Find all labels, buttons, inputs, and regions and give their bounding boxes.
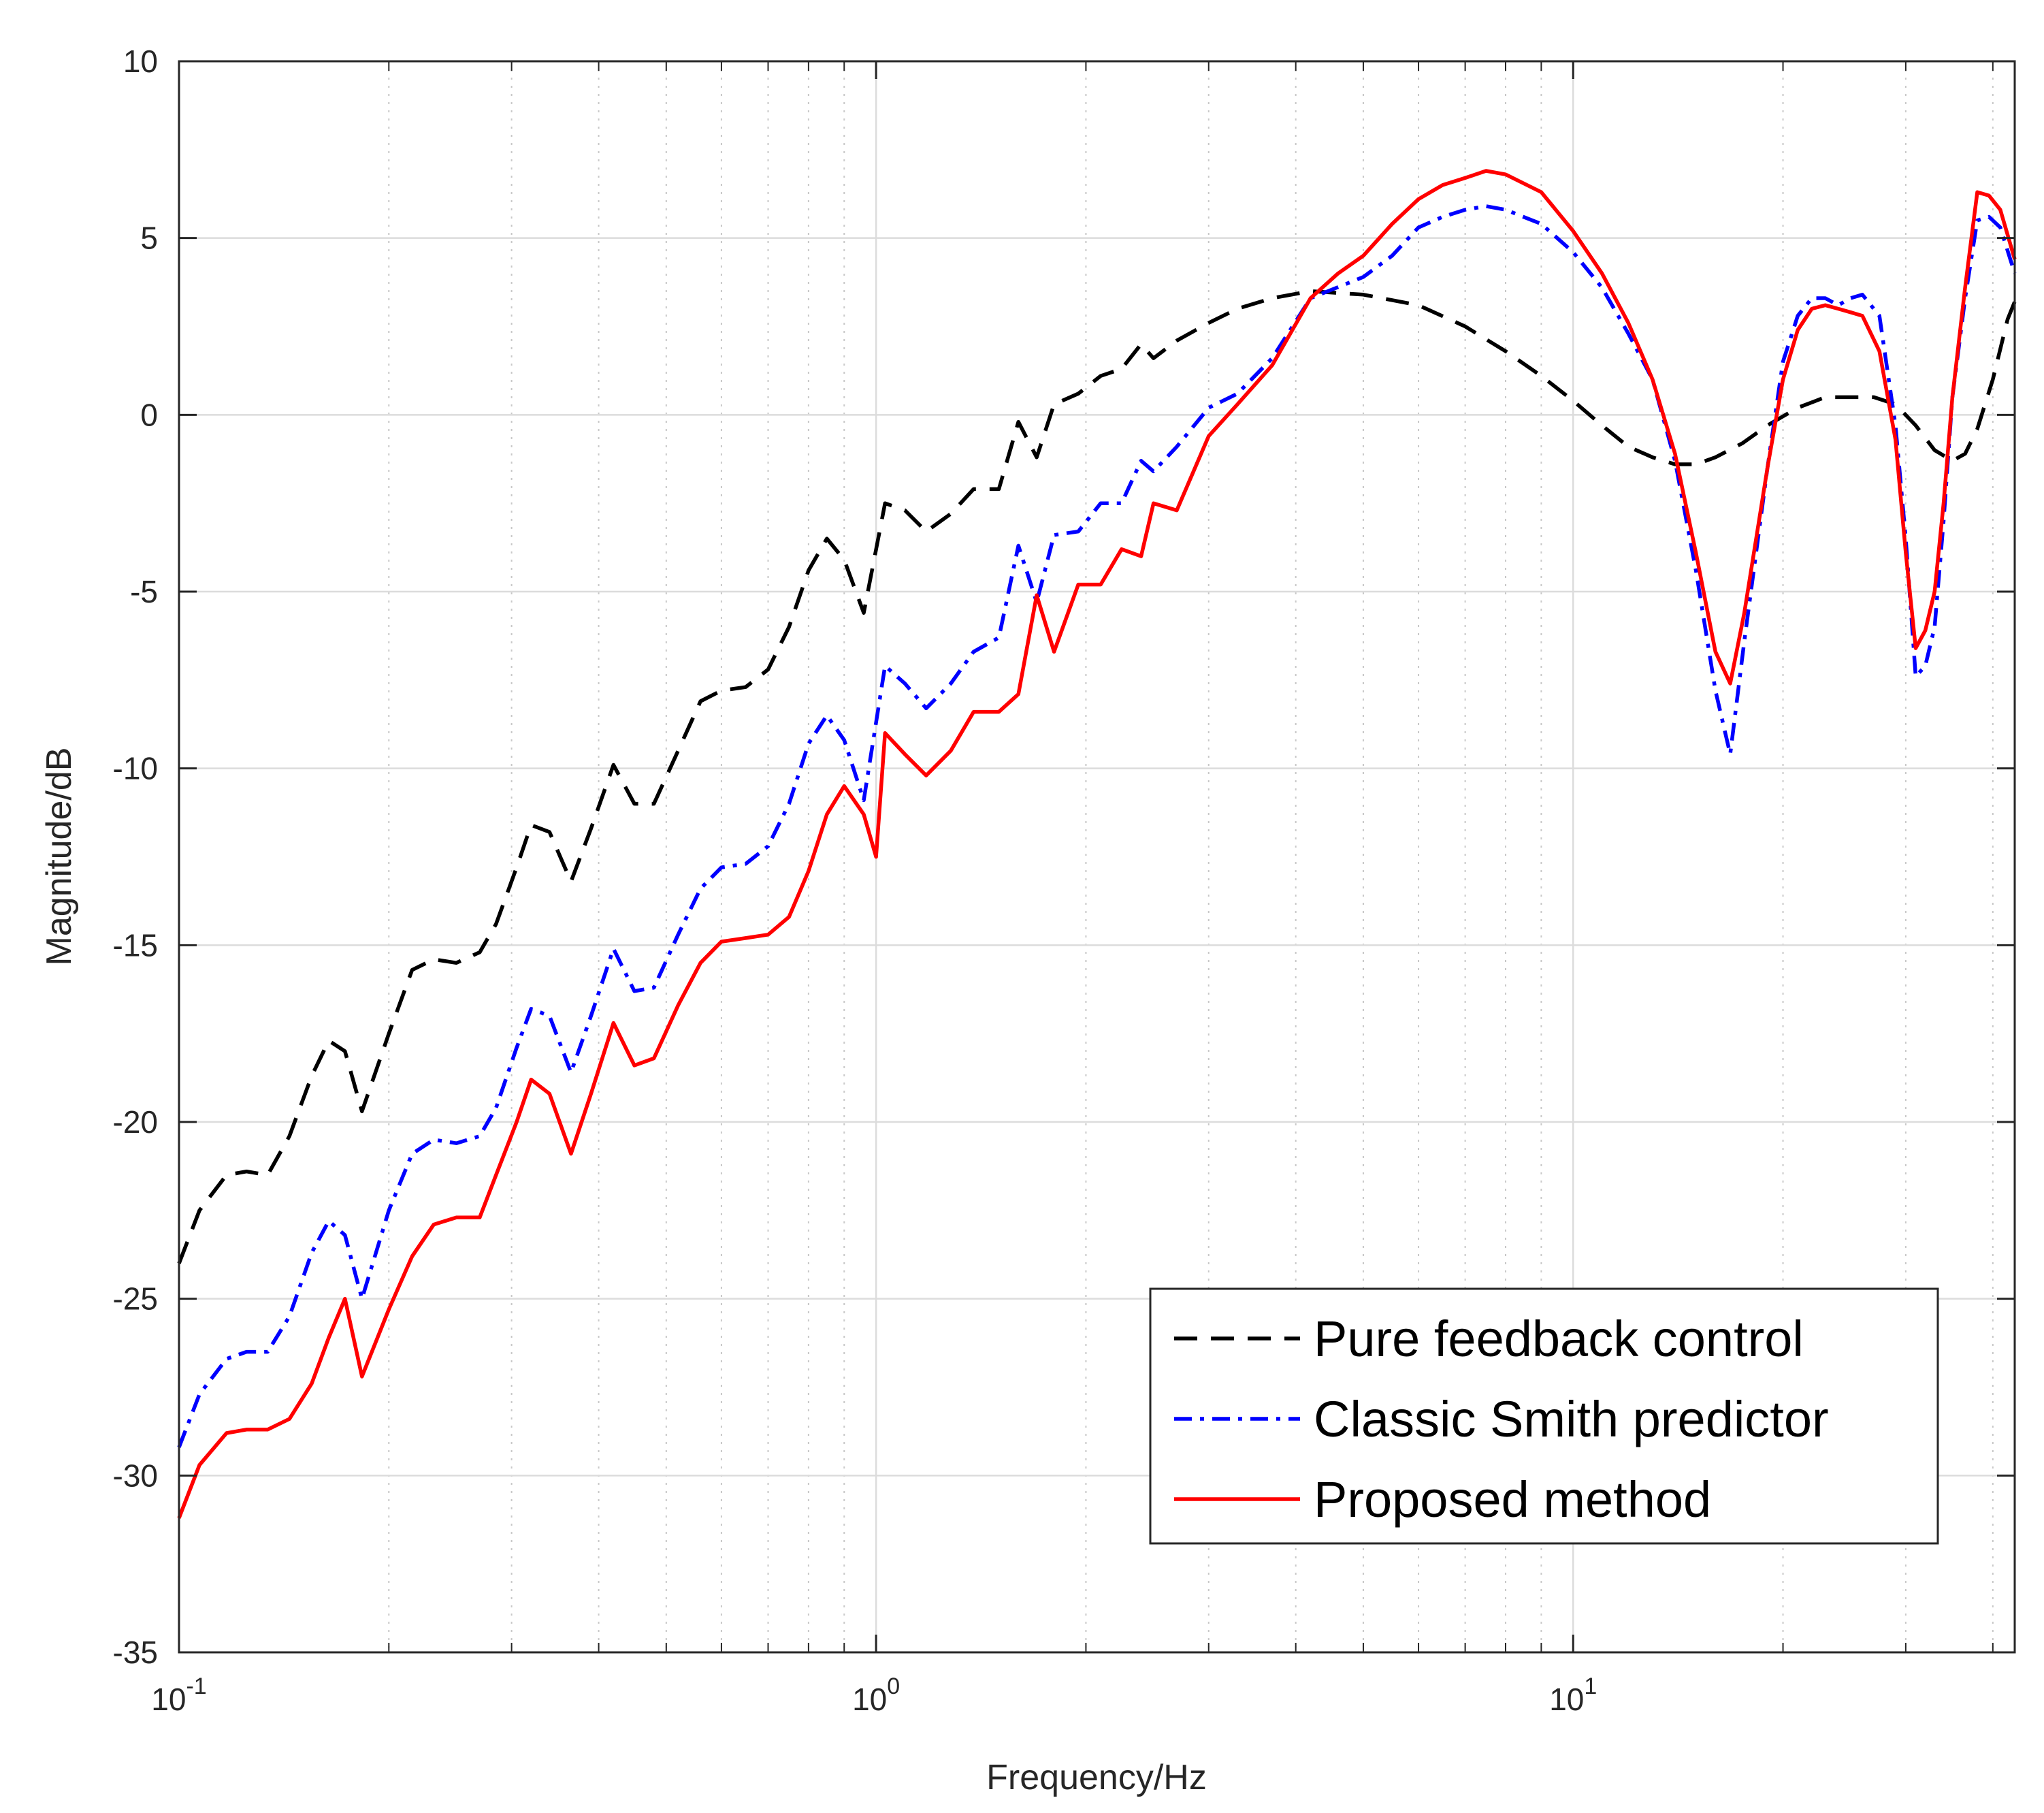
y-tick-label: 0 <box>140 397 158 432</box>
axis-ticks <box>178 60 2015 1654</box>
y-axis-title: Magnitude/dB <box>39 748 79 966</box>
y-tick-label: -30 <box>113 1458 158 1493</box>
y-tick-label: 10 <box>123 44 158 79</box>
legend: Pure feedback control Classic Smith predi… <box>1149 1287 1939 1545</box>
x-tick-label: 100 <box>852 1673 900 1717</box>
legend-label-3: Proposed method <box>1314 1471 1711 1528</box>
series-lines <box>177 169 2017 1519</box>
legend-label-1: Pure feedback control <box>1314 1311 1804 1367</box>
y-tick-label: -20 <box>113 1104 158 1140</box>
x-tick-label: 10-1 <box>151 1673 206 1717</box>
legend-label-2: Classic Smith predictor <box>1314 1391 1829 1447</box>
x-tick-label: 101 <box>1549 1673 1597 1717</box>
plot-area-frame <box>178 60 2016 1654</box>
x-tick-labels: 10-1 100 101 <box>151 1673 1597 1717</box>
y-tick-label: -15 <box>113 927 158 963</box>
y-tick-label: -25 <box>113 1281 158 1317</box>
y-tick-label: -5 <box>130 574 158 609</box>
y-tick-label: -35 <box>113 1635 158 1670</box>
x-axis-title: Frequency/Hz <box>986 1758 1207 1797</box>
y-tick-labels: -35 -30 -25 -20 -15 -10 -5 0 5 10 <box>113 44 158 1670</box>
series-line-1 <box>177 289 2017 1264</box>
series-line-3 <box>177 169 2017 1519</box>
y-tick-label: 5 <box>140 221 158 256</box>
y-tick-label: -10 <box>113 751 158 786</box>
